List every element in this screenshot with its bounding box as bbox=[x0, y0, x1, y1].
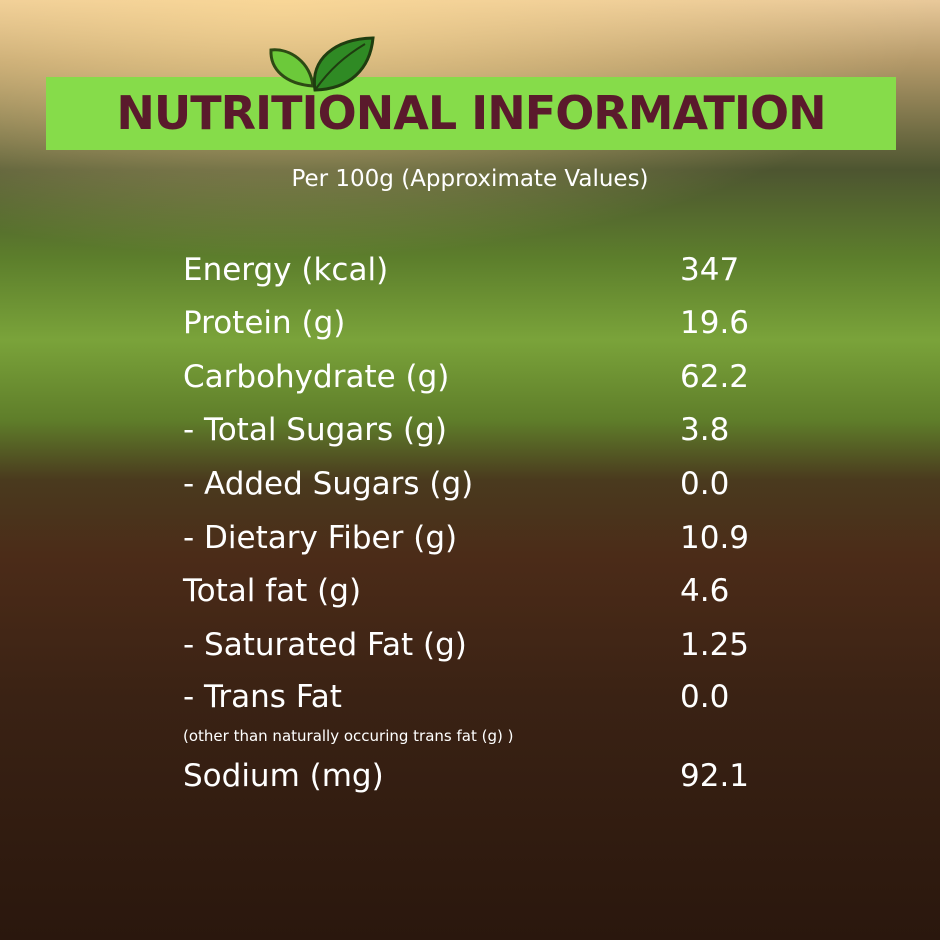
title: NUTRITIONAL INFORMATION bbox=[116, 86, 826, 140]
row-value: 3.8 bbox=[680, 412, 730, 448]
row-label: - Saturated Fat (g) bbox=[183, 627, 467, 663]
subtitle: Per 100g (Approximate Values) bbox=[291, 166, 649, 192]
row-value: 347 bbox=[680, 252, 740, 288]
row-value: 62.2 bbox=[680, 359, 750, 395]
row-label: Carbohydrate (g) bbox=[183, 359, 450, 395]
row-label: Energy (kcal) bbox=[183, 252, 389, 288]
title-banner bbox=[46, 77, 896, 150]
row-label: - Trans Fat bbox=[183, 679, 342, 715]
row-label: Sodium (mg) bbox=[183, 758, 384, 794]
row-value: 19.6 bbox=[680, 305, 750, 341]
row-note: (other than naturally occuring trans fat… bbox=[183, 727, 514, 745]
row-value: 0.0 bbox=[680, 679, 730, 715]
row-label: - Added Sugars (g) bbox=[183, 466, 474, 502]
row-value: 0.0 bbox=[680, 466, 730, 502]
row-value: 4.6 bbox=[680, 573, 730, 609]
row-value: 10.9 bbox=[680, 520, 750, 556]
row-label: - Total Sugars (g) bbox=[183, 412, 447, 448]
row-value: 92.1 bbox=[680, 758, 750, 794]
row-label: Protein (g) bbox=[183, 305, 346, 341]
row-label: Total fat (g) bbox=[183, 573, 362, 609]
leaf-icon bbox=[269, 36, 375, 92]
row-value: 1.25 bbox=[680, 627, 750, 663]
row-label: - Dietary Fiber (g) bbox=[183, 520, 458, 556]
